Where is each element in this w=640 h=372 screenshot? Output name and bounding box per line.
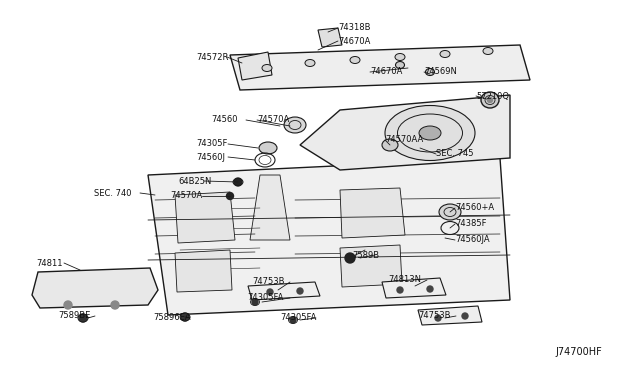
Circle shape [462,313,468,319]
Circle shape [488,97,493,103]
Text: 74305FA: 74305FA [280,314,316,323]
Ellipse shape [419,126,441,140]
Polygon shape [340,245,402,287]
Text: 74560+A: 74560+A [455,203,494,212]
Text: 75896EA: 75896EA [153,314,191,323]
Ellipse shape [382,139,398,151]
Ellipse shape [439,204,461,220]
Polygon shape [418,306,482,325]
Polygon shape [238,52,272,80]
Text: 74753B: 74753B [418,311,451,321]
Ellipse shape [305,60,315,67]
Circle shape [435,315,441,321]
Polygon shape [382,278,446,298]
Text: 74305FA: 74305FA [247,294,284,302]
Circle shape [297,288,303,294]
Text: J74700HF: J74700HF [555,347,602,357]
Ellipse shape [262,64,272,71]
Polygon shape [340,188,405,238]
Polygon shape [175,250,232,292]
Circle shape [267,289,273,295]
Text: 74305F: 74305F [196,140,227,148]
Circle shape [345,253,355,263]
Ellipse shape [426,68,435,76]
Ellipse shape [483,48,493,55]
Text: 74813N: 74813N [388,276,421,285]
Text: 7589BE: 7589BE [58,311,90,321]
Circle shape [181,313,189,321]
Polygon shape [250,175,290,240]
Ellipse shape [396,61,404,68]
Ellipse shape [350,57,360,64]
Text: 7589B: 7589B [352,250,379,260]
Circle shape [64,301,72,309]
Polygon shape [248,282,320,300]
Polygon shape [300,95,510,170]
Text: 74811: 74811 [36,259,63,267]
Text: 74318B: 74318B [338,23,371,32]
Text: 74569N: 74569N [424,67,457,77]
Text: 64B25N: 64B25N [178,176,211,186]
Circle shape [227,192,234,199]
Ellipse shape [284,117,306,133]
Text: 57210Q: 57210Q [476,92,509,100]
Polygon shape [175,192,235,243]
Circle shape [234,178,242,186]
Circle shape [397,287,403,293]
Text: SEC. 740: SEC. 740 [94,189,131,198]
Text: 74670A: 74670A [338,36,371,45]
Ellipse shape [481,92,499,108]
Ellipse shape [385,106,475,160]
Text: 74560J: 74560J [196,153,225,161]
Circle shape [252,299,258,305]
Text: 74570AA: 74570AA [385,135,423,144]
Text: 74385F: 74385F [455,219,486,228]
Text: 74670A: 74670A [370,67,403,77]
Ellipse shape [395,54,405,61]
Text: 74753B: 74753B [252,278,285,286]
Polygon shape [230,45,530,90]
Text: 74560JA: 74560JA [455,235,490,244]
Circle shape [111,301,119,309]
Ellipse shape [259,142,277,154]
Text: 74570A: 74570A [257,115,289,125]
Text: SEC. 745: SEC. 745 [436,150,474,158]
Circle shape [427,286,433,292]
Ellipse shape [440,51,450,58]
Circle shape [79,314,87,322]
Circle shape [290,317,296,323]
Polygon shape [318,28,342,47]
Text: 74570A: 74570A [170,192,202,201]
Text: 74572R: 74572R [196,52,228,61]
Text: 74560: 74560 [211,115,237,125]
Polygon shape [148,158,510,315]
Polygon shape [32,268,158,308]
